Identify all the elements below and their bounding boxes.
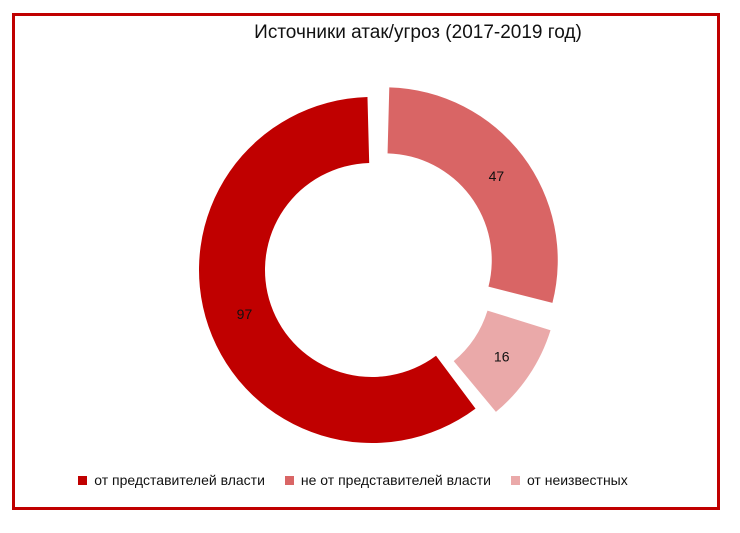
legend-item: от неизвестных [510, 472, 628, 488]
chart-legend: от представителей власти не от представи… [0, 472, 706, 488]
legend-label: от неизвестных [526, 472, 628, 488]
legend-label: не от представителей власти [300, 472, 491, 488]
legend-label: от представителей власти [94, 472, 265, 488]
legend-swatch [78, 475, 88, 485]
chart-title: Источники атак/угроз (2017-2019 год) [254, 22, 582, 43]
legend-swatch [510, 475, 520, 485]
donut-slice [199, 97, 476, 444]
donut-slice [453, 310, 551, 412]
legend-item: не от представителей власти [284, 472, 491, 488]
donut-slice [387, 87, 558, 303]
data-label: 16 [494, 349, 510, 365]
legend-swatch [284, 475, 294, 485]
data-label: 47 [489, 168, 505, 184]
legend-item: от представителей власти [78, 472, 265, 488]
data-label: 97 [237, 306, 253, 322]
